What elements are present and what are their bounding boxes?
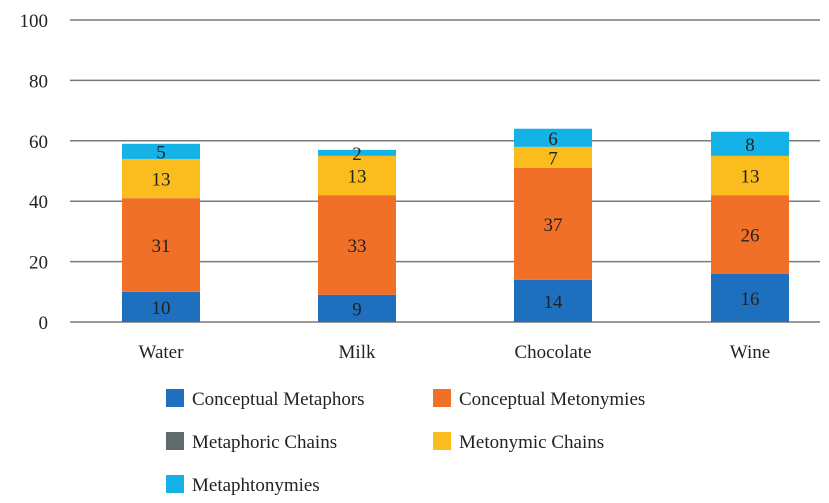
y-tick-label: 40 — [29, 192, 48, 213]
data-label-wine-metaphtonymies: 8 — [745, 135, 755, 156]
bar-chocolate-conceptual-metonymies — [514, 167, 592, 280]
y-tick-label: 100 — [20, 11, 49, 32]
bar-water-conceptual-metonymies — [122, 198, 200, 292]
x-axis-categories: Water Milk Chocolate Wine — [139, 342, 771, 363]
legend-swatch-conceptual-metaphors — [166, 389, 184, 407]
bar-milk-metaphtonymies — [318, 149, 396, 156]
legend-label-metaphtonymies: Metaphtonymies — [192, 475, 320, 496]
data-label-wine-conceptual-metonymies: 26 — [741, 225, 760, 246]
data-label-water-conceptual-metonymies: 31 — [152, 236, 171, 257]
data-label-chocolate-metonymic-chains: 7 — [548, 148, 558, 169]
legend-label-metonymic-chains: Metonymic Chains — [459, 432, 604, 453]
data-label-chocolate-conceptual-metonymies: 37 — [544, 215, 563, 236]
category-label-milk: Milk — [339, 342, 376, 363]
category-label-water: Water — [139, 342, 185, 363]
data-label-milk-conceptual-metaphors: 9 — [352, 299, 362, 320]
bar-wine-metaphtonymies — [711, 131, 789, 156]
bar-wine-conceptual-metaphors — [711, 273, 789, 322]
bar-milk-conceptual-metonymies — [318, 195, 396, 295]
bars — [122, 128, 789, 322]
data-label-milk-conceptual-metonymies: 33 — [348, 236, 367, 257]
legend-swatch-conceptual-metonymies — [433, 389, 451, 407]
bar-water-metonymic-chains — [122, 158, 200, 199]
bar-wine-metonymic-chains — [711, 155, 789, 196]
y-axis-ticks: 0 20 40 60 80 100 — [20, 11, 49, 334]
category-label-wine: Wine — [730, 342, 770, 363]
data-label-chocolate-conceptual-metaphors: 14 — [544, 292, 564, 313]
bar-water-metaphtonymies — [122, 143, 200, 159]
y-tick-label: 0 — [39, 313, 49, 334]
bar-wine-conceptual-metonymies — [711, 195, 789, 274]
bar-water-conceptual-metaphors — [122, 291, 200, 322]
legend-swatch-metonymic-chains — [433, 432, 451, 450]
data-label-chocolate-metaphtonymies: 6 — [548, 129, 558, 150]
data-label-milk-metaphtonymies: 2 — [352, 144, 362, 165]
bar-milk-metonymic-chains — [318, 155, 396, 196]
legend-label-conceptual-metaphors: Conceptual Metaphors — [192, 389, 365, 410]
bar-chocolate-metaphtonymies — [514, 128, 592, 147]
legend-label-conceptual-metonymies: Conceptual Metonymies — [459, 389, 645, 410]
y-tick-label: 80 — [29, 71, 48, 92]
bar-chocolate-metonymic-chains — [514, 146, 592, 168]
y-tick-label: 20 — [29, 253, 48, 274]
legend-swatch-metaphoric-chains — [166, 432, 184, 450]
data-label-milk-metonymic-chains: 13 — [348, 167, 367, 188]
data-label-water-metaphtonymies: 5 — [156, 142, 166, 163]
data-label-water-metonymic-chains: 13 — [152, 170, 171, 191]
bar-milk-conceptual-metaphors — [318, 294, 396, 322]
legend: Conceptual Metaphors Conceptual Metonymie… — [166, 389, 645, 496]
bar-chocolate-conceptual-metaphors — [514, 279, 592, 322]
category-label-chocolate: Chocolate — [514, 342, 591, 363]
y-tick-label: 60 — [29, 132, 48, 153]
data-label-water-conceptual-metaphors: 10 — [152, 298, 171, 319]
legend-label-metaphoric-chains: Metaphoric Chains — [192, 432, 337, 453]
legend-swatch-metaphtonymies — [166, 475, 184, 493]
data-label-wine-metonymic-chains: 13 — [741, 167, 760, 188]
data-label-wine-conceptual-metaphors: 16 — [741, 289, 760, 310]
